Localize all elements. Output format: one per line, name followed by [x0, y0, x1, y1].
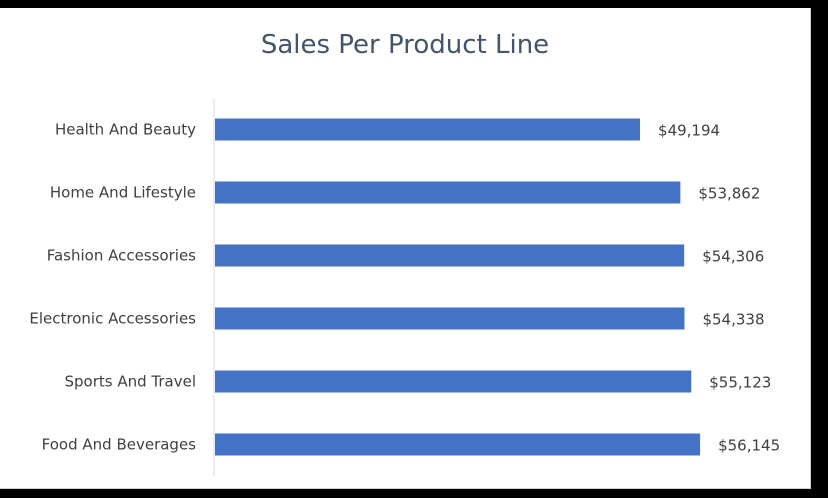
screenshot-frame: Sales Per Product Line Health And Beauty…	[0, 8, 828, 498]
bar	[215, 181, 681, 204]
category-label: Food And Beverages	[42, 436, 197, 454]
data-label: $56,145	[718, 437, 780, 455]
bar	[215, 370, 692, 393]
bar-chart: Health And Beauty $49,194 Home And Lifesty…	[29, 98, 780, 476]
category-label: Sports And Travel	[65, 373, 197, 391]
data-label: $55,123	[709, 374, 771, 392]
bar	[215, 307, 685, 330]
chart-title: Sales Per Product Line	[260, 30, 550, 60]
category-label: Health And Beauty	[55, 121, 196, 139]
bar	[215, 244, 685, 267]
bar	[215, 433, 701, 456]
category-label: Home And Lifestyle	[50, 184, 196, 202]
data-label: $54,306	[702, 248, 764, 266]
category-label: Fashion Accessories	[47, 247, 196, 265]
bar	[215, 118, 641, 141]
data-label: $54,338	[702, 311, 764, 329]
data-label: $49,194	[658, 122, 720, 140]
category-label: Electronic Accessories	[29, 310, 196, 328]
data-label: $53,862	[698, 185, 760, 203]
chart-area: Sales Per Product Line Health And Beauty…	[0, 8, 811, 489]
